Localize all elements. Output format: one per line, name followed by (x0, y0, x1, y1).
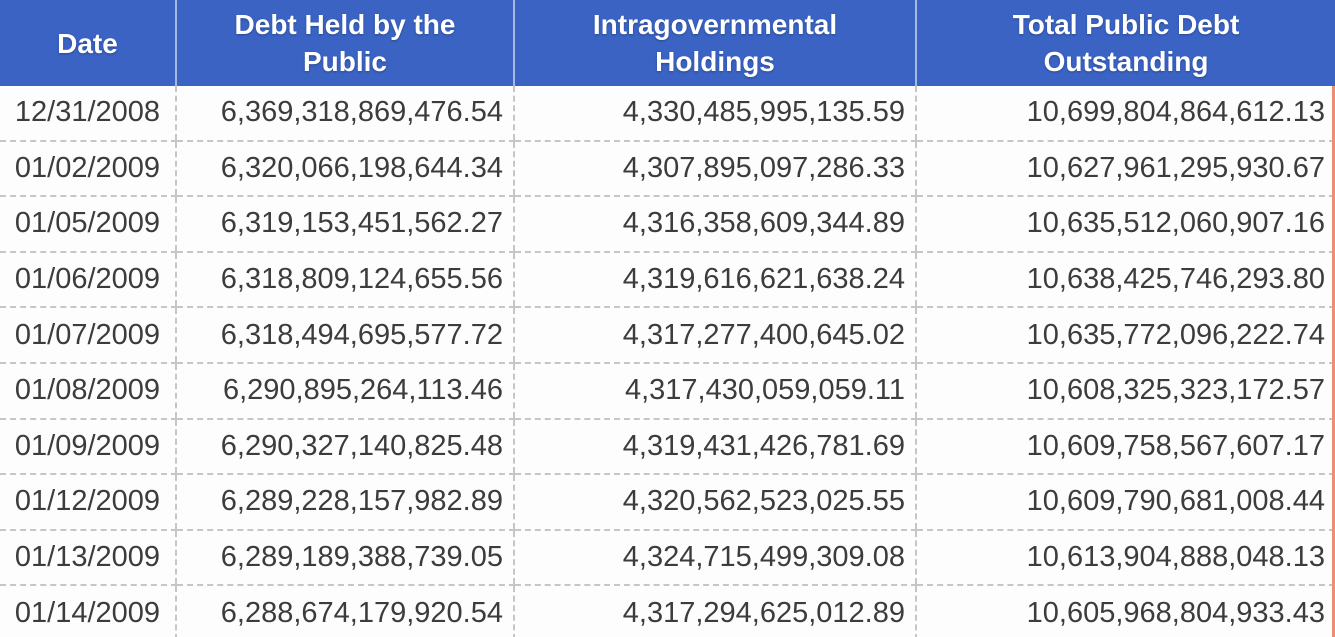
debt-held-cell: 6,318,494,695,577.72 (175, 307, 514, 364)
date-cell: 01/07/2009 (0, 307, 176, 364)
table-row: 01/06/2009 6,318,809,124,655.56 4,319,61… (0, 251, 1335, 309)
column-header-intragovernmental-holdings: Intragovernmental Holdings (513, 0, 916, 86)
debt-held-cell: 6,288,674,179,920.54 (175, 585, 514, 637)
column-header-debt-held-by-public: Debt Held by the Public (175, 0, 514, 86)
table-row: 01/12/2009 6,289,228,157,982.89 4,320,56… (0, 474, 1335, 531)
debt-held-cell: 6,289,189,388,739.05 (175, 529, 514, 587)
debt-held-cell: 6,320,066,198,644.34 (175, 140, 514, 198)
date-cell: 01/06/2009 (0, 251, 176, 309)
table-row: 12/31/2008 6,369,318,869,476.54 4,330,48… (0, 86, 1335, 142)
intragov-cell: 4,317,277,400,645.02 (513, 307, 916, 364)
date-cell: 01/08/2009 (0, 362, 176, 420)
intragov-cell: 4,307,895,097,286.33 (513, 140, 916, 198)
total-debt-cell: 10,608,325,323,172.57 (915, 362, 1335, 420)
table-header: Date Debt Held by the Public Intragovern… (0, 0, 1335, 86)
total-debt-cell: 10,609,790,681,008.44 (915, 474, 1335, 531)
intragov-cell: 4,319,616,621,638.24 (513, 251, 916, 309)
date-cell: 01/13/2009 (0, 529, 176, 587)
table-row: 01/13/2009 6,289,189,388,739.05 4,324,71… (0, 529, 1335, 587)
table-body: 12/31/2008 6,369,318,869,476.54 4,330,48… (0, 86, 1335, 637)
date-cell: 01/02/2009 (0, 140, 176, 198)
debt-held-cell: 6,369,318,869,476.54 (175, 86, 514, 142)
debt-held-cell: 6,289,228,157,982.89 (175, 474, 514, 531)
intragov-cell: 4,324,715,499,309.08 (513, 529, 916, 587)
date-cell: 01/14/2009 (0, 585, 176, 637)
intragov-cell: 4,330,485,995,135.59 (513, 86, 916, 142)
debt-held-cell: 6,318,809,124,655.56 (175, 251, 514, 309)
date-cell: 01/05/2009 (0, 196, 176, 253)
debt-held-cell: 6,290,895,264,113.46 (175, 362, 514, 420)
date-cell: 01/12/2009 (0, 474, 176, 531)
table-row: 01/02/2009 6,320,066,198,644.34 4,307,89… (0, 140, 1335, 198)
intragov-cell: 4,319,431,426,781.69 (513, 418, 916, 476)
date-cell: 12/31/2008 (0, 86, 176, 142)
total-debt-cell: 10,638,425,746,293.80 (915, 251, 1335, 309)
total-debt-cell: 10,635,512,060,907.16 (915, 196, 1335, 253)
right-edge-accent (1332, 86, 1335, 637)
intragov-cell: 4,320,562,523,025.55 (513, 474, 916, 531)
table-row: 01/09/2009 6,290,327,140,825.48 4,319,43… (0, 418, 1335, 476)
date-cell: 01/09/2009 (0, 418, 176, 476)
debt-held-cell: 6,319,153,451,562.27 (175, 196, 514, 253)
intragov-cell: 4,317,294,625,012.89 (513, 585, 916, 637)
header-row: Date Debt Held by the Public Intragovern… (0, 0, 1335, 86)
total-debt-cell: 10,627,961,295,930.67 (915, 140, 1335, 198)
total-debt-cell: 10,613,904,888,048.13 (915, 529, 1335, 587)
total-debt-cell: 10,605,968,804,933.43 (915, 585, 1335, 637)
table-row: 01/05/2009 6,319,153,451,562.27 4,316,35… (0, 196, 1335, 253)
column-header-date: Date (0, 0, 176, 86)
table-row: 01/08/2009 6,290,895,264,113.46 4,317,43… (0, 362, 1335, 420)
debt-held-cell: 6,290,327,140,825.48 (175, 418, 514, 476)
total-debt-cell: 10,699,804,864,612.13 (915, 86, 1335, 142)
intragov-cell: 4,317,430,059,059.11 (513, 362, 916, 420)
total-debt-cell: 10,609,758,567,607.17 (915, 418, 1335, 476)
table-row: 01/07/2009 6,318,494,695,577.72 4,317,27… (0, 307, 1335, 364)
intragov-cell: 4,316,358,609,344.89 (513, 196, 916, 253)
total-debt-cell: 10,635,772,096,222.74 (915, 307, 1335, 364)
column-header-total-public-debt: Total Public Debt Outstanding (915, 0, 1335, 86)
table-row: 01/14/2009 6,288,674,179,920.54 4,317,29… (0, 585, 1335, 637)
